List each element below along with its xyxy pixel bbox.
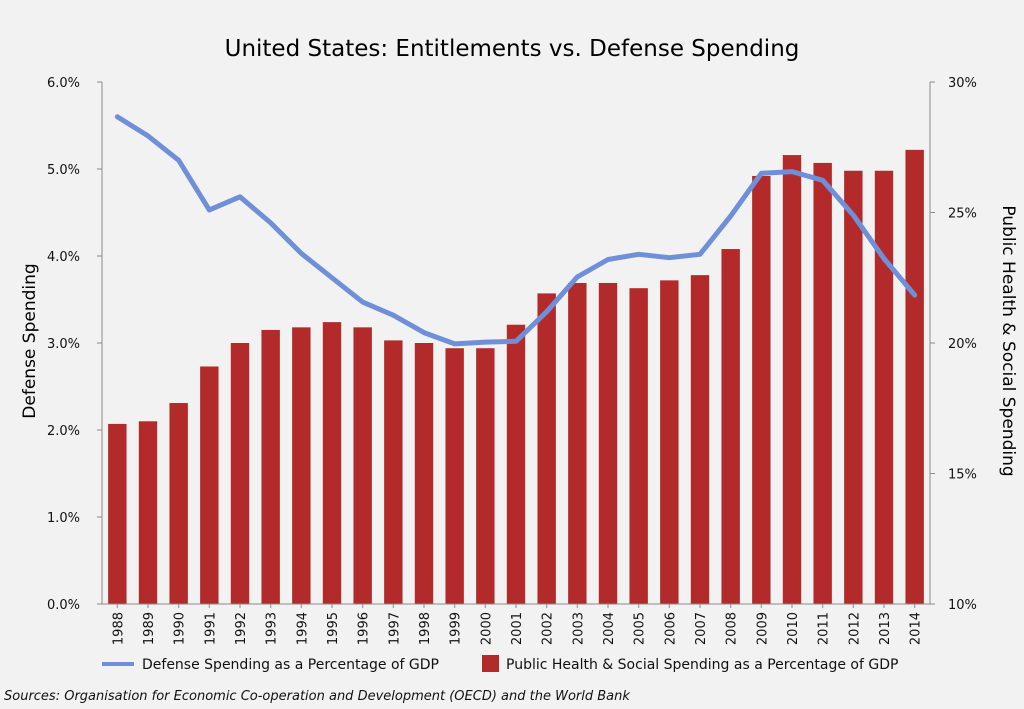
bar-1988 [108,423,127,604]
bar-2011 [813,162,832,604]
x-tick-label: 2012 [847,612,862,645]
chart-title: United States: Entitlements vs. Defense … [225,36,800,62]
bar-2000 [476,348,495,604]
right-tick-label: 30% [948,76,977,91]
bar-1995 [322,322,342,604]
right-tick-label: 15% [948,468,977,483]
bar-2006 [660,280,679,604]
x-tick-label: 1997 [387,612,402,645]
right-axis-ticks: 10% 15% 20% 25% 30% [930,76,977,613]
x-tick-label: 2011 [817,612,832,645]
x-tick-label: 1990 [173,612,188,645]
bar-1997 [384,340,403,604]
x-tick-label: 1993 [265,612,280,645]
legend-label-defense: Defense Spending as a Percentage of GDP [142,657,439,673]
left-tick-label: 3.0% [47,337,80,352]
x-tick-label: 2000 [479,612,494,645]
bar-series [108,149,924,605]
left-axis-ticks: 0.0% 1.0% 2.0% 3.0% 4.0% 5.0% 6.0% [47,76,102,613]
bar-2002 [537,293,556,604]
x-tick-label: 1991 [203,612,218,645]
x-tick-label: 1998 [418,612,433,645]
x-tick-label: 2013 [878,612,893,645]
x-tick-label: 1996 [357,612,372,645]
bar-1993 [261,329,280,604]
right-tick-label: 20% [948,337,977,352]
x-tick-label: 2005 [633,612,648,645]
bar-1994 [292,327,311,604]
bar-2003 [568,282,587,604]
legend-bar-swatch [482,655,499,672]
x-tick-label: 2004 [602,612,617,645]
left-tick-label: 2.0% [47,424,80,439]
bar-2009 [752,175,771,604]
x-tick-label: 2008 [725,612,740,645]
bar-2013 [874,170,894,605]
x-tick-label: 2002 [541,612,556,645]
left-axis-title: Defense Spending [20,263,40,418]
left-tick-label: 1.0% [47,511,80,526]
bar-2004 [598,282,618,604]
bar-2010 [782,155,802,604]
x-tick-label: 1992 [234,612,249,645]
bar-1999 [445,348,464,604]
x-tick-label: 1994 [295,612,310,645]
x-tick-label: 2006 [663,612,678,645]
bar-1989 [138,421,158,604]
x-axis-ticks: 1988 1989 1990 1991 1992 1993 1994 1995 1996 1997… [111,604,924,645]
bar-2014 [905,149,924,605]
bar-1992 [230,343,250,604]
left-tick-label: 6.0% [47,76,80,91]
x-tick-label: 2001 [510,612,525,645]
bar-1998 [414,343,434,604]
x-tick-label: 2007 [694,612,709,645]
right-tick-label: 10% [948,598,977,613]
legend: Defense Spending as a Percentage of GDP … [102,655,898,673]
bar-2012 [844,170,863,605]
left-tick-label: 4.0% [47,250,80,265]
x-tick-label: 1989 [142,612,157,645]
bar-2008 [721,249,740,605]
x-tick-label: 2014 [909,612,924,645]
bar-2005 [629,288,648,604]
bar-2001 [506,324,526,604]
x-tick-label: 1999 [449,612,464,645]
line-series [114,114,918,347]
bar-1996 [353,327,372,604]
x-tick-label: 2009 [755,612,770,645]
x-tick-label: 2003 [571,612,586,645]
right-tick-label: 25% [948,207,977,222]
x-tick-label: 1988 [111,612,126,645]
left-tick-label: 5.0% [47,163,80,178]
x-tick-label: 2010 [786,612,801,645]
bar-1990 [169,403,188,604]
right-axis-title: Public Health & Social Spending [998,205,1018,476]
bar-2007 [690,275,710,604]
left-tick-label: 0.0% [47,598,80,613]
x-tick-label: 1995 [326,612,341,645]
legend-label-social: Public Health & Social Spending as a Per… [506,657,898,673]
bar-1991 [200,366,219,604]
source-note: Sources: Organisation for Economic Co-op… [4,689,630,704]
